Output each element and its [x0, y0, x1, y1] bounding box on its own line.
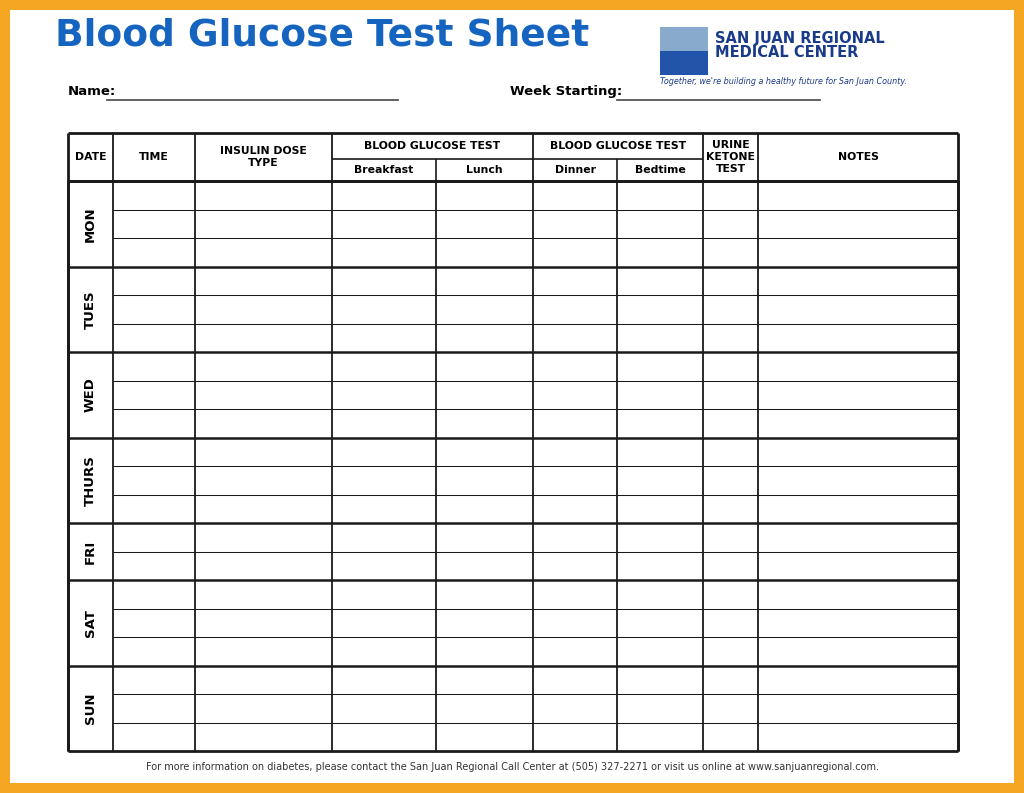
Text: SUN: SUN: [84, 692, 97, 724]
Text: Lunch: Lunch: [466, 165, 503, 175]
Text: Week Starting:: Week Starting:: [510, 85, 623, 98]
Text: MEDICAL CENTER: MEDICAL CENTER: [715, 45, 858, 60]
Text: For more information on diabetes, please contact the San Juan Regional Call Cent: For more information on diabetes, please…: [145, 762, 879, 772]
Text: Bedtime: Bedtime: [635, 165, 685, 175]
Text: MON: MON: [84, 206, 97, 242]
Text: INSULIN DOSE
TYPE: INSULIN DOSE TYPE: [220, 146, 307, 168]
Text: TIME: TIME: [139, 152, 169, 162]
Text: TUES: TUES: [84, 290, 97, 328]
Text: NOTES: NOTES: [838, 152, 879, 162]
Text: Breakfast: Breakfast: [354, 165, 414, 175]
Text: DATE: DATE: [75, 152, 106, 162]
Text: URINE
KETONE
TEST: URINE KETONE TEST: [707, 140, 755, 174]
Text: Together, we're building a healthy future for San Juan County.: Together, we're building a healthy futur…: [660, 77, 907, 86]
Text: SAT: SAT: [84, 609, 97, 637]
Text: BLOOD GLUCOSE TEST: BLOOD GLUCOSE TEST: [550, 141, 686, 151]
Bar: [660, 27, 708, 51]
Bar: [660, 27, 708, 75]
Text: THURS: THURS: [84, 455, 97, 506]
Text: BLOOD GLUCOSE TEST: BLOOD GLUCOSE TEST: [365, 141, 501, 151]
Text: FRI: FRI: [84, 539, 97, 564]
Text: Name:: Name:: [68, 85, 117, 98]
Text: Blood Glucose Test Sheet: Blood Glucose Test Sheet: [55, 17, 589, 53]
Text: WED: WED: [84, 377, 97, 412]
Text: SAN JUAN REGIONAL: SAN JUAN REGIONAL: [715, 31, 885, 46]
Text: Dinner: Dinner: [555, 165, 596, 175]
